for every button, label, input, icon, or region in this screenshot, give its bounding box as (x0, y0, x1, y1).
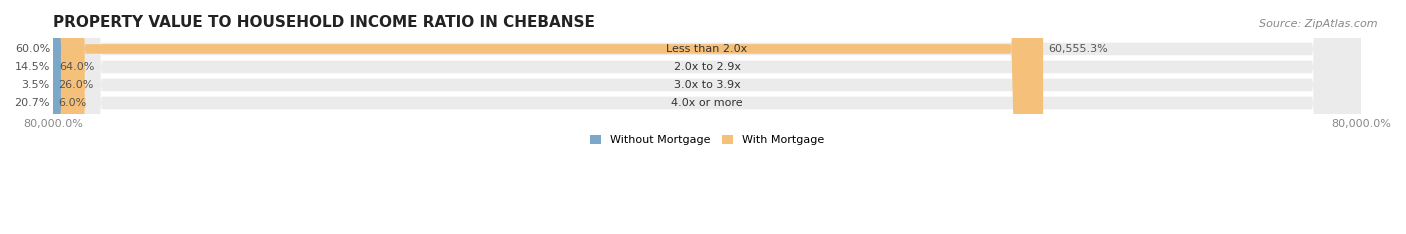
Text: PROPERTY VALUE TO HOUSEHOLD INCOME RATIO IN CHEBANSE: PROPERTY VALUE TO HOUSEHOLD INCOME RATIO… (53, 15, 595, 30)
Text: 6.0%: 6.0% (58, 98, 86, 108)
FancyBboxPatch shape (53, 0, 1361, 234)
Text: Source: ZipAtlas.com: Source: ZipAtlas.com (1260, 19, 1378, 29)
Text: 26.0%: 26.0% (58, 80, 94, 90)
Text: 20.7%: 20.7% (14, 98, 51, 108)
Text: 60.0%: 60.0% (15, 44, 51, 54)
FancyBboxPatch shape (45, 0, 60, 234)
Text: 3.0x to 3.9x: 3.0x to 3.9x (673, 80, 741, 90)
FancyBboxPatch shape (53, 0, 1361, 234)
Text: 2.0x to 2.9x: 2.0x to 2.9x (673, 62, 741, 72)
Text: 64.0%: 64.0% (59, 62, 94, 72)
Text: 60,555.3%: 60,555.3% (1047, 44, 1108, 54)
FancyBboxPatch shape (53, 0, 1361, 234)
Legend: Without Mortgage, With Mortgage: Without Mortgage, With Mortgage (586, 131, 828, 150)
Text: Less than 2.0x: Less than 2.0x (666, 44, 748, 54)
FancyBboxPatch shape (53, 0, 1361, 234)
Text: 14.5%: 14.5% (14, 62, 49, 72)
Text: 3.5%: 3.5% (21, 80, 49, 90)
FancyBboxPatch shape (45, 0, 60, 234)
Text: 4.0x or more: 4.0x or more (671, 98, 742, 108)
FancyBboxPatch shape (53, 0, 1043, 234)
FancyBboxPatch shape (21, 0, 86, 234)
FancyBboxPatch shape (45, 0, 60, 234)
FancyBboxPatch shape (20, 0, 86, 234)
FancyBboxPatch shape (46, 0, 60, 234)
FancyBboxPatch shape (21, 0, 86, 234)
